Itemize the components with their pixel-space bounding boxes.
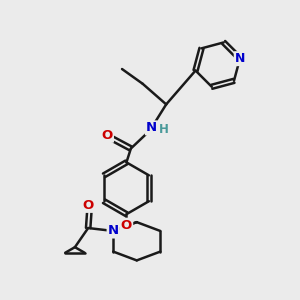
- Text: N: N: [108, 224, 119, 238]
- Text: N: N: [146, 122, 157, 134]
- Text: O: O: [82, 199, 94, 212]
- Text: O: O: [121, 219, 132, 232]
- Text: H: H: [159, 123, 169, 136]
- Text: O: O: [102, 129, 113, 142]
- Text: N: N: [235, 52, 245, 65]
- Text: O: O: [121, 219, 132, 232]
